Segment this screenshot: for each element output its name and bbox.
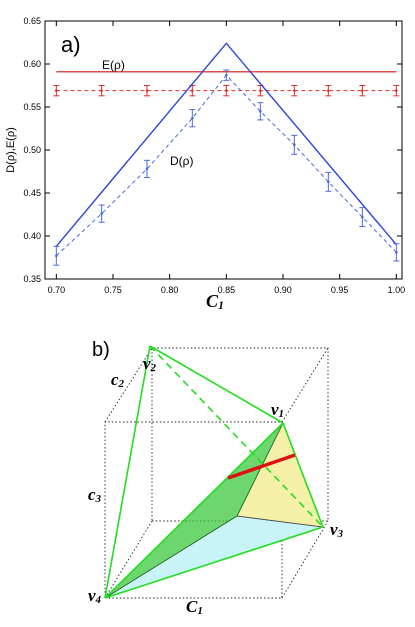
data-point [145, 89, 149, 92]
data-point [395, 251, 398, 254]
data-point [55, 89, 58, 92]
x-tick-labels: 0.70 0.75 0.80 0.85 0.90 0.95 1.00 [48, 285, 406, 295]
data-point [55, 254, 58, 258]
series-3-line [55, 74, 397, 257]
x-tick-label: 1.00 [388, 285, 406, 295]
x-axis-label-main: C [206, 291, 219, 311]
y-tick-label: 0.40 [23, 231, 41, 241]
y-tick-label: 0.45 [23, 188, 41, 198]
y-tick-label: 0.50 [23, 145, 41, 155]
data-point [395, 89, 398, 92]
red-segment [227, 453, 296, 480]
x-tick-label: 0.90 [274, 285, 292, 295]
x-tick-label: 0.80 [161, 285, 179, 295]
x-axis-label: C1 [206, 291, 224, 312]
data-point [327, 89, 330, 92]
data-point [191, 89, 194, 92]
data-point [327, 180, 330, 184]
data-point [259, 110, 262, 113]
data-point [259, 89, 262, 92]
d-rho-annotation: D(ρ) [170, 154, 193, 168]
x-tick-label: 0.75 [104, 285, 122, 295]
y-tick-labels: 0.35 0.40 0.45 0.50 0.55 0.60 0.65 [23, 16, 41, 284]
series-2-line [55, 42, 397, 247]
data-point [361, 89, 364, 92]
data-point [293, 143, 296, 147]
vertex-v1-label: v1 [271, 400, 284, 420]
tick-marks [45, 20, 402, 280]
axis-c1-label: C1 [186, 597, 203, 617]
axis-c3-label: c3 [88, 485, 102, 505]
x-tick-label: 0.70 [48, 285, 66, 295]
vertex-v3-label: v3 [330, 520, 344, 540]
data-point [225, 73, 228, 77]
y-tick-label: 0.60 [23, 59, 41, 69]
panel-a-label: a) [61, 32, 81, 57]
data-point [100, 212, 103, 215]
data-point [100, 89, 103, 92]
axis-c2-label: c2 [111, 370, 125, 390]
panel-b-label: b) [92, 339, 110, 361]
vertex-v2-label: v2 [143, 354, 157, 374]
y-axis-label: D(ρ),E(ρ) [5, 127, 17, 173]
e-rho-annotation: E(ρ) [102, 58, 125, 72]
panel-b: b) v2 v1 v3 v4 c2 [88, 339, 344, 617]
vertex-v4-label: v4 [88, 586, 102, 606]
data-point [293, 89, 296, 92]
y-tick-label: 0.35 [23, 274, 41, 284]
tetrahedron-edges [104, 345, 324, 599]
data-point [145, 167, 149, 171]
x-tick-label: 0.95 [331, 285, 349, 295]
y-tick-label: 0.65 [23, 16, 41, 26]
y-tick-label: 0.55 [23, 102, 41, 112]
data-point [361, 215, 364, 219]
plot-frame [44, 20, 403, 280]
panel-a: 0.70 0.75 0.80 0.85 0.90 0.95 1.00 0.35 0.40 0.4… [5, 16, 405, 312]
data-point [191, 116, 194, 120]
x-axis-label-sub: 1 [218, 298, 224, 312]
data-point [225, 89, 228, 92]
x-tick-label: 0.85 [218, 285, 236, 295]
chart-series [53, 42, 400, 266]
